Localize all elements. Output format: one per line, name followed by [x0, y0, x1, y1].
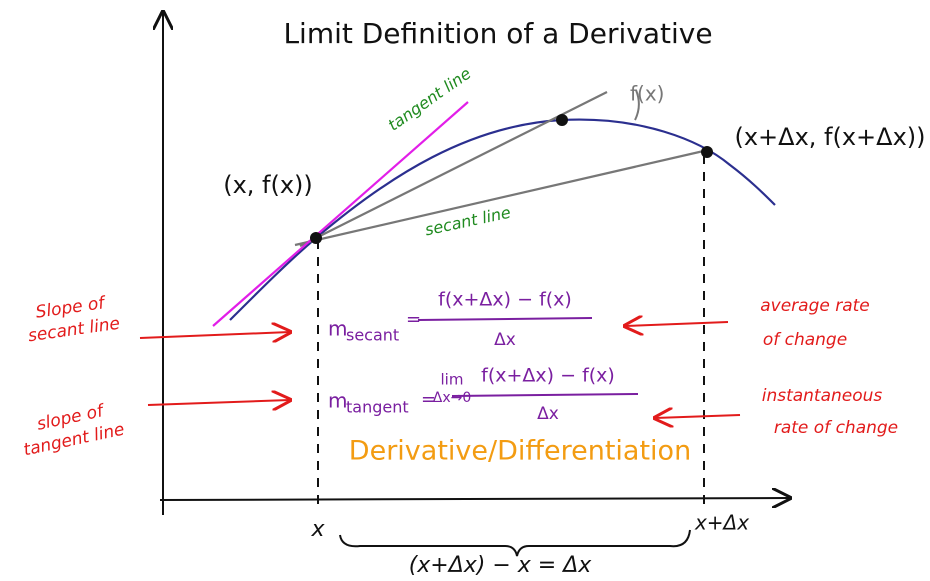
label: f(x): [630, 82, 664, 106]
arrow: [625, 322, 729, 326]
derivative-label: Derivative/Differentiation: [349, 436, 691, 467]
formula: f(x+Δx) − f(x): [481, 365, 615, 387]
secant-line: [294, 148, 709, 247]
axis-label: x: [310, 517, 325, 542]
fraction-bar: [417, 317, 593, 321]
label: secant line: [423, 203, 512, 240]
fraction-bar: [451, 393, 639, 397]
annotation: rate of change: [774, 418, 898, 438]
point: [310, 232, 322, 244]
label-pointer: [634, 89, 640, 121]
formula: Δx: [494, 330, 516, 350]
formula: Δx→0: [433, 390, 472, 406]
function-curve: [229, 118, 776, 321]
formula: lim: [441, 371, 464, 389]
annotation: instantaneous: [762, 386, 883, 406]
brace-label: (x+Δx) − x = Δx: [409, 553, 593, 578]
x-axis: [159, 498, 790, 500]
tangent-line: [212, 101, 469, 327]
formula: =: [406, 309, 421, 330]
annotation: average rate: [760, 296, 870, 316]
formula: f(x+Δx) − f(x): [438, 289, 572, 311]
arrow: [139, 332, 290, 338]
point: [701, 146, 713, 158]
formula: tangent: [346, 398, 409, 417]
annotation: of change: [763, 330, 847, 350]
title: Limit Definition of a Derivative: [283, 17, 712, 50]
point-label: (x, f(x)): [223, 171, 313, 199]
label: tangent line: [384, 64, 474, 135]
point-label: (x+Δx, f(x+Δx)): [734, 123, 925, 151]
arrow: [655, 415, 741, 418]
secant-line-2: [299, 91, 608, 247]
formula: secant: [346, 326, 399, 345]
axis-label: x+Δx: [694, 511, 749, 535]
formula: Δx: [537, 404, 559, 424]
formula: =: [421, 389, 436, 410]
formula: m: [328, 389, 347, 413]
point: [556, 114, 568, 126]
brace: [339, 529, 691, 557]
formula: m: [328, 317, 347, 341]
arrow: [147, 400, 290, 405]
